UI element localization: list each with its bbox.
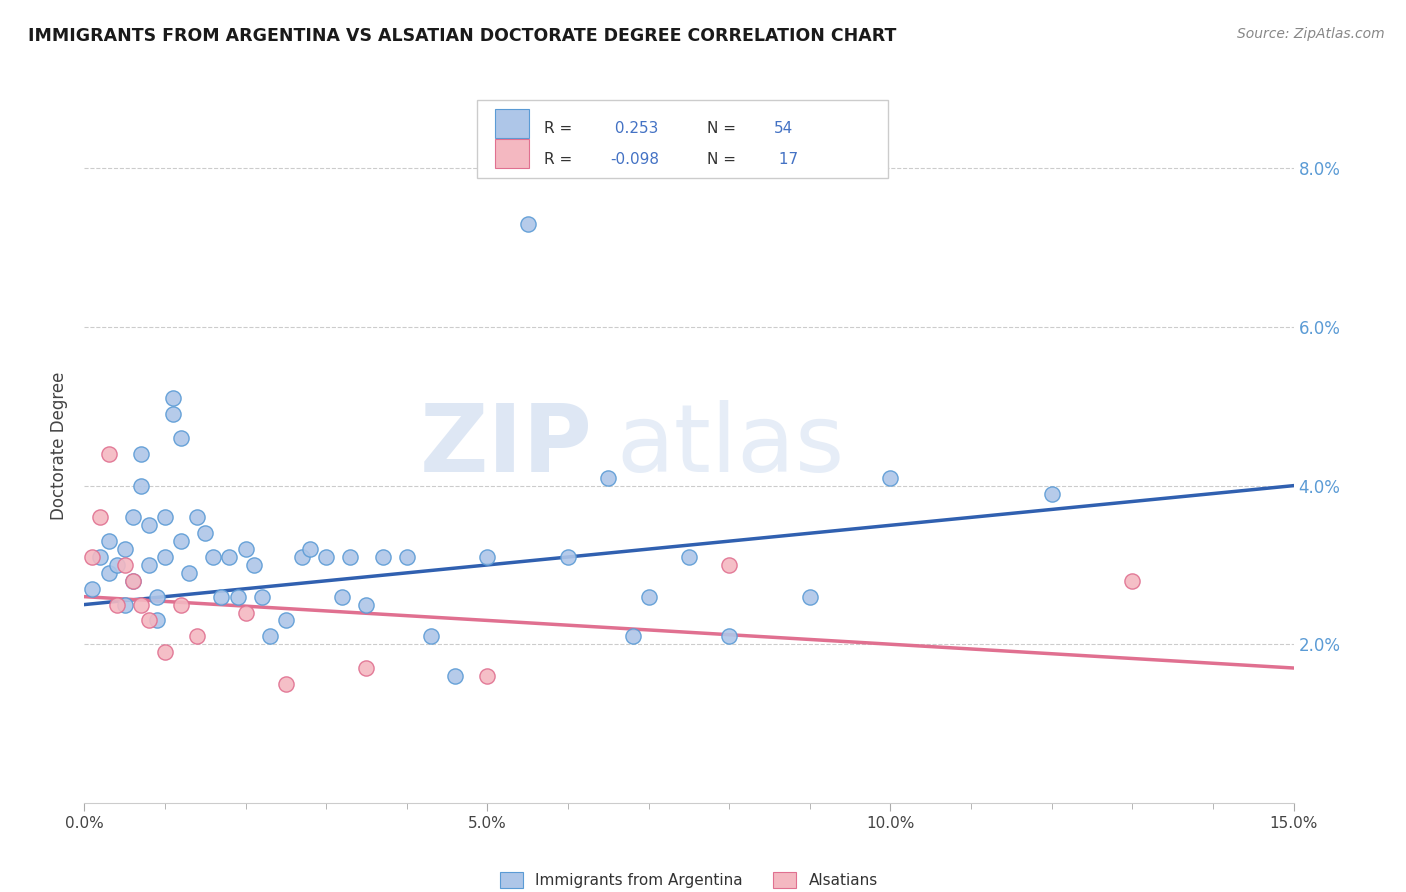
Point (259, 629, 281, 643)
Text: 54: 54 (773, 121, 793, 136)
Point (105, 558, 128, 572)
Text: N =: N = (707, 121, 737, 136)
Point (129, 598, 152, 612)
Point (356, 598, 378, 612)
Point (315, 549, 337, 564)
Point (89, 510, 111, 524)
Point (121, 510, 143, 524)
Point (138, 558, 160, 572)
Point (170, 598, 193, 612)
Point (395, 549, 418, 564)
Point (218, 549, 240, 564)
Point (274, 614, 297, 628)
Text: Source: ZipAtlas.com: Source: ZipAtlas.com (1237, 27, 1385, 41)
Point (1040, 486, 1063, 500)
Point (179, 566, 201, 580)
Point (371, 549, 394, 564)
Point (879, 471, 901, 485)
Text: ZIP: ZIP (419, 400, 592, 492)
Text: 17: 17 (773, 152, 797, 167)
Text: -0.098: -0.098 (610, 152, 659, 167)
Point (226, 590, 249, 604)
Point (89, 549, 111, 564)
Point (146, 614, 169, 628)
Text: 0.253: 0.253 (610, 121, 659, 136)
Point (477, 669, 499, 683)
Point (420, 629, 443, 643)
Point (250, 590, 273, 604)
Text: atlas: atlas (616, 400, 845, 492)
Point (621, 629, 644, 643)
Point (235, 542, 257, 557)
Point (97, 534, 120, 549)
Point (799, 590, 821, 604)
Point (114, 558, 136, 572)
Point (477, 549, 499, 564)
Point (718, 558, 741, 572)
Point (202, 549, 225, 564)
Point (97, 566, 120, 580)
Point (114, 598, 136, 612)
Point (516, 217, 538, 231)
Point (162, 392, 184, 406)
Point (235, 606, 257, 620)
Point (97, 447, 120, 461)
Point (129, 447, 152, 461)
Point (299, 542, 322, 557)
Point (356, 661, 378, 675)
Text: IMMIGRANTS FROM ARGENTINA VS ALSATIAN DOCTORATE DEGREE CORRELATION CHART: IMMIGRANTS FROM ARGENTINA VS ALSATIAN DO… (28, 27, 897, 45)
Point (170, 534, 193, 549)
Point (138, 518, 160, 533)
Point (444, 669, 467, 683)
Point (718, 629, 741, 643)
Point (186, 510, 208, 524)
Point (339, 549, 361, 564)
Point (598, 471, 620, 485)
Point (82, 582, 104, 596)
Point (194, 526, 217, 541)
Text: R =: R = (544, 152, 572, 167)
Point (274, 677, 297, 691)
Text: N =: N = (707, 152, 737, 167)
Point (121, 574, 143, 588)
Point (186, 629, 208, 643)
FancyBboxPatch shape (495, 139, 529, 168)
Point (291, 549, 314, 564)
Point (162, 407, 184, 421)
Point (242, 558, 264, 572)
Point (146, 590, 169, 604)
Point (82, 549, 104, 564)
Point (105, 598, 128, 612)
Point (153, 510, 176, 524)
Point (1121, 574, 1143, 588)
Point (170, 431, 193, 445)
FancyBboxPatch shape (495, 109, 529, 137)
Text: R =: R = (544, 121, 572, 136)
Point (637, 590, 659, 604)
Legend: Immigrants from Argentina, Alsatians: Immigrants from Argentina, Alsatians (501, 872, 877, 888)
Y-axis label: Doctorate Degree: Doctorate Degree (51, 372, 69, 520)
FancyBboxPatch shape (478, 100, 889, 178)
Point (114, 542, 136, 557)
Point (129, 478, 152, 492)
Point (153, 645, 176, 659)
Point (153, 549, 176, 564)
Point (121, 574, 143, 588)
Point (209, 590, 232, 604)
Point (138, 614, 160, 628)
Point (557, 549, 579, 564)
Point (678, 549, 700, 564)
Point (330, 590, 353, 604)
